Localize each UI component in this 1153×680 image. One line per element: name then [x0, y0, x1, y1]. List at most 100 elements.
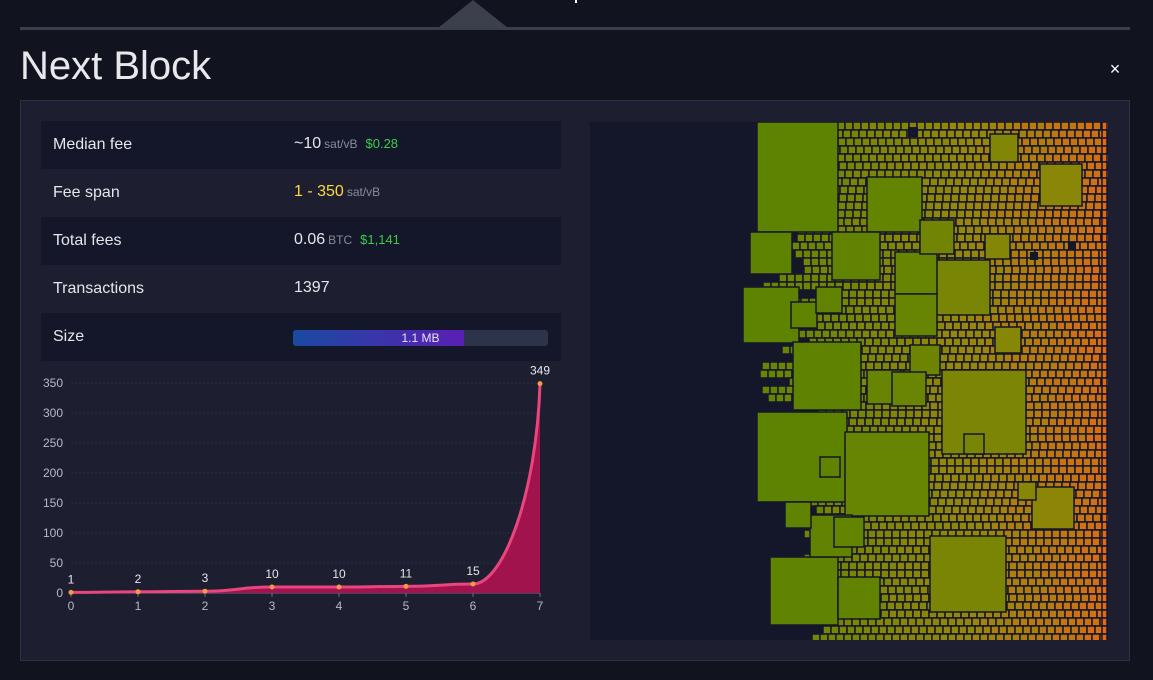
tx-block[interactable] [973, 345, 983, 355]
tx-block[interactable] [941, 201, 951, 211]
tx-block[interactable] [1050, 457, 1060, 467]
tx-block[interactable] [957, 137, 967, 147]
tx-block[interactable] [1007, 185, 1017, 195]
tx-block[interactable] [1079, 145, 1089, 155]
tx-block[interactable] [1101, 401, 1108, 411]
tx-block[interactable] [1008, 609, 1018, 619]
tx-block[interactable] [1066, 465, 1076, 475]
tx-block[interactable] [1020, 153, 1030, 163]
tx-block[interactable] [1010, 465, 1020, 475]
tx-block[interactable] [1088, 337, 1098, 347]
tx-block[interactable] [946, 465, 956, 475]
tx-block[interactable] [1008, 297, 1018, 307]
tx-block[interactable] [975, 145, 985, 155]
tx-block[interactable] [1070, 473, 1080, 483]
tx-block[interactable] [973, 481, 983, 491]
tx-block[interactable] [1063, 585, 1073, 595]
tx-block[interactable] [1011, 577, 1021, 587]
tx-block[interactable] [1022, 601, 1032, 611]
tx-block[interactable] [845, 329, 855, 339]
tx-block[interactable] [904, 609, 914, 619]
tx-block[interactable] [965, 137, 975, 147]
tx-block[interactable] [1024, 337, 1034, 347]
tx-block[interactable] [1028, 169, 1038, 179]
tx-block[interactable] [1056, 569, 1066, 579]
tx-block[interactable] [1029, 225, 1039, 235]
tx-block[interactable] [970, 249, 980, 259]
tx-block[interactable] [1082, 281, 1092, 291]
tx-block[interactable] [908, 153, 918, 163]
tx-block[interactable] [854, 625, 864, 635]
tx-block[interactable] [935, 185, 945, 195]
tx-block[interactable] [1101, 145, 1108, 155]
tx-block[interactable] [893, 137, 903, 147]
tx-block[interactable] [853, 329, 863, 339]
tx-block[interactable] [1010, 457, 1020, 467]
tx-block[interactable] [1066, 273, 1076, 283]
tx-block[interactable] [1029, 305, 1039, 315]
tx-block[interactable] [1012, 233, 1022, 243]
tx-block[interactable] [1044, 377, 1054, 387]
tx-block[interactable] [1101, 321, 1108, 331]
tx-block[interactable] [1032, 609, 1042, 619]
tx-block[interactable] [870, 521, 880, 531]
tx-block[interactable] [1044, 209, 1054, 219]
close-button[interactable]: × [1109, 59, 1121, 79]
tx-block[interactable] [1041, 361, 1051, 371]
tx-block[interactable] [1047, 241, 1057, 251]
tx-block[interactable] [1047, 441, 1057, 451]
tx-block[interactable] [888, 569, 898, 579]
tx-block[interactable] [1087, 441, 1097, 451]
tx-block[interactable] [1067, 553, 1077, 563]
tx-block[interactable] [1080, 569, 1090, 579]
tx-block[interactable] [899, 553, 909, 563]
tx-block[interactable] [1052, 377, 1062, 387]
tx-block[interactable] [870, 161, 880, 171]
tx-block[interactable] [869, 305, 879, 315]
tx-block[interactable] [885, 329, 895, 339]
tx-block[interactable] [994, 281, 1004, 291]
tx-block[interactable] [1074, 273, 1084, 283]
tx-block[interactable] [799, 241, 809, 251]
tx-block[interactable] [1088, 609, 1098, 619]
tx-block[interactable] [1060, 121, 1070, 131]
tx-block[interactable] [1038, 625, 1048, 635]
tx-block[interactable] [888, 593, 898, 603]
tx-block[interactable] [1003, 489, 1013, 499]
tx-block[interactable] [1048, 417, 1058, 427]
tx-block[interactable] [1015, 241, 1025, 251]
tx-block[interactable] [1075, 529, 1085, 539]
tx-block[interactable] [892, 153, 902, 163]
tx-block[interactable] [1075, 633, 1085, 643]
tx-block[interactable] [1006, 521, 1016, 531]
tx-block[interactable] [968, 321, 978, 331]
tx-block[interactable] [969, 361, 979, 371]
tx-block[interactable] [1032, 593, 1042, 603]
tx-block[interactable] [972, 153, 982, 163]
tx-block[interactable] [1031, 185, 1041, 195]
tx-block[interactable] [917, 137, 927, 147]
tx-block[interactable] [939, 633, 949, 643]
tx-block[interactable] [902, 161, 912, 171]
tx-block[interactable] [942, 521, 952, 531]
tx-block[interactable] [938, 465, 948, 475]
tx-block[interactable] [842, 281, 852, 291]
tx-block[interactable] [911, 145, 921, 155]
tx-block[interactable] [870, 313, 880, 323]
tx-block[interactable] [832, 321, 842, 331]
tx-block[interactable] [1027, 537, 1037, 547]
tx-block[interactable] [1059, 617, 1069, 627]
tx-block[interactable] [1086, 449, 1096, 459]
tx-block[interactable] [978, 465, 988, 475]
tx-block[interactable] [1058, 257, 1068, 267]
tx-block[interactable] [1031, 241, 1041, 251]
tx-block[interactable] [934, 161, 944, 171]
tx-block[interactable] [1045, 425, 1055, 435]
tx-block[interactable] [1068, 121, 1078, 131]
tx-block[interactable] [1068, 377, 1078, 387]
tx-block[interactable] [1072, 297, 1082, 307]
tx-block[interactable] [1091, 217, 1101, 227]
tx-block[interactable] [837, 201, 847, 211]
tx-block-large[interactable] [844, 431, 930, 517]
tx-block[interactable] [869, 329, 879, 339]
